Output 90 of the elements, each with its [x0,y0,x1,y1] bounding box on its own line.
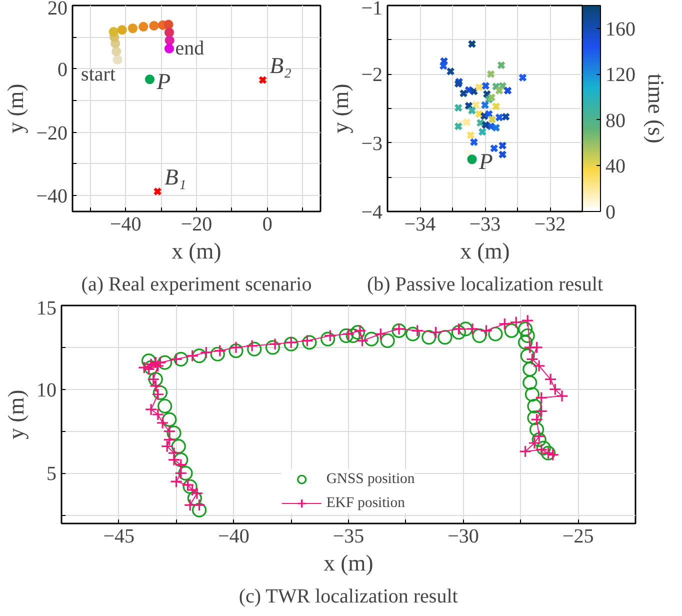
point [350,325,365,340]
point [302,335,317,350]
point [166,426,182,440]
color-bar-label: 120 [606,64,636,86]
x-tick-label: −30 [448,526,479,548]
y-tick-label: −40 [36,186,68,208]
y-tick-label: 0 [58,58,68,81]
point [346,328,360,343]
point [174,352,188,366]
legend-label: EKF position [326,494,405,512]
x-tick-label: −40 [218,526,250,548]
point [162,412,177,427]
point [472,328,487,343]
point [210,346,225,362]
color-bar-label: 80 [606,110,626,132]
y-tick-label: −2 [361,64,382,86]
point [451,325,466,340]
x-axis-title: x (m) [324,550,374,576]
point [182,479,198,494]
series-label: B₁ [164,164,186,190]
point [338,328,354,343]
color-bar-label: 40 [606,156,626,178]
point [536,440,551,456]
point [152,385,168,400]
y-tick-label: −1 [361,0,382,20]
point [148,372,163,387]
point [187,491,202,506]
point [504,323,519,338]
point [284,336,298,352]
point [532,432,546,447]
point [178,466,193,480]
point [527,398,542,414]
point [518,335,533,350]
y-axis-title: y (m) [328,84,354,134]
y-axis-title: y (m) [4,390,28,440]
text: (c) TWR localization result [238,586,458,608]
y-tick-label: −20 [36,122,68,144]
y-axis-title: y (m) [3,84,28,134]
y-tick-label: 5 [46,463,56,486]
color-bar-label: 160 [606,18,636,40]
x-tick-label: −34 [404,214,436,236]
point [380,333,395,348]
point [522,375,538,390]
x-tick-label: 0 [262,214,272,236]
series-label: P [478,148,493,174]
point [392,323,406,338]
point [174,452,188,468]
point [520,328,535,343]
y-tick-label: −3 [361,132,382,155]
text: (a) Real experiment scenario [81,274,312,296]
point [438,330,452,345]
point [488,326,503,342]
point [320,332,336,346]
point [265,340,280,355]
x-axis-title: x (m) [172,238,222,264]
y-tick-label: 10 [36,379,56,402]
point [158,398,172,414]
point [529,422,544,437]
series-label: P [156,68,171,94]
point [192,502,207,518]
legend-label: GNSS position [326,470,415,488]
x-tick-label: −25 [562,526,594,548]
point [522,362,538,377]
point [520,348,535,364]
point [228,343,244,358]
point [524,387,540,402]
point [158,355,172,370]
point [192,348,207,364]
point [518,322,533,336]
x-tick-label: −33 [469,214,501,236]
text: (b) Passive localization result [366,274,604,296]
x-tick-label: −32 [534,214,566,236]
series-label: B₂ [270,52,292,78]
annotation: end [175,38,204,60]
point [422,330,436,345]
point [171,439,186,454]
color-bar-title: time (s) [644,74,668,144]
y-tick-label: 20 [48,0,68,20]
point [405,326,420,342]
x-axis-title: x (m) [460,238,510,264]
y-tick-label: −4 [361,202,382,224]
x-tick-label: −35 [332,526,364,548]
x-tick-label: −20 [180,214,212,236]
y-tick-label: 15 [36,298,56,320]
point [247,342,262,356]
point [458,322,473,336]
annotation: start [81,64,116,86]
x-tick-label: −45 [103,526,135,548]
point [364,332,379,346]
x-tick-label: −40 [110,214,142,236]
